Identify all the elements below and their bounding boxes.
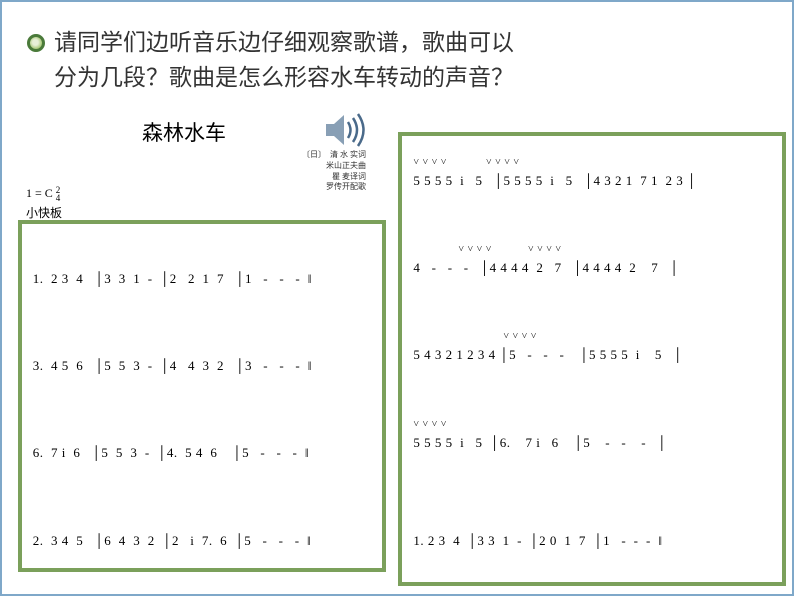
key-signature: 1 = C 2 4 xyxy=(26,186,60,202)
question-line1: 请同学们边听音乐边仔细观察歌谱，歌曲可以 xyxy=(54,30,514,55)
meta-line3: 瞿 麦译词 xyxy=(332,172,366,181)
meta-line1: 清 水 实词 xyxy=(330,150,366,159)
question-line2: 分为几段？歌曲是怎么形容水车转动的声音？ xyxy=(54,65,514,90)
score-panel-right: ˅ ˅ ˅ ˅ ˅ ˅ ˅ ˅ 5 5 5 5 i 5 │5 5 5 5 i 5… xyxy=(398,132,786,586)
staff-line: 5 4 3 2 1 2 3 4 │5 - - - │5 5 5 5 i 5 │ xyxy=(413,348,770,361)
staff-line: 3. 4 5 6 │5 5 3 - │4 4 3 2 │3 - - - ‖ xyxy=(33,359,371,372)
staff-line: 4 - - - │4 4 4 4 2 7 │4 4 4 4 2 7 │ xyxy=(413,261,770,274)
tempo-text: 小快板 xyxy=(26,204,62,221)
score-panel-left: 1. 2 3 4 │3 3 1 - │2 2 1 7 │1 - - - ‖ 3.… xyxy=(18,220,386,572)
staff-line: 1. 2 3 4 │3 3 1 - │2 0 1 7 │1 - - - ‖ xyxy=(413,534,770,547)
staff-line: 5 5 5 5 i 5 │6. 7 i 6 │5 - - - │ xyxy=(413,436,770,449)
speaker-icon[interactable] xyxy=(322,110,370,150)
score-title: 森林水车 xyxy=(142,117,226,147)
meta-line4: 罗传开配歌 xyxy=(326,182,366,191)
meta-line2: 米山正夫曲 xyxy=(326,161,366,170)
bullet-icon xyxy=(27,34,45,52)
question-text: 请同学们边听音乐边仔细观察歌谱，歌曲可以 分为几段？歌曲是怎么形容水车转动的声音… xyxy=(54,26,514,95)
accent-row: ˅ ˅ ˅ ˅ xyxy=(413,332,770,342)
time-bot: 4 xyxy=(56,193,61,203)
staff-line: 1. 2 3 4 │3 3 1 - │2 2 1 7 │1 - - - ‖ xyxy=(33,272,371,285)
time-signature: 2 4 xyxy=(56,186,61,202)
credits-block: 〔日〕 清 水 实词 米山正夫曲 瞿 麦译词 罗传开配歌 xyxy=(302,150,366,193)
accent-row: ˅ ˅ ˅ ˅ xyxy=(413,420,770,430)
accent-row: ˅ ˅ ˅ ˅ ˅ ˅ ˅ ˅ xyxy=(413,245,770,255)
accent-row: ˅ ˅ ˅ ˅ ˅ ˅ ˅ ˅ xyxy=(413,158,770,168)
meta-country: 〔日〕 xyxy=(302,150,326,159)
key-text: 1 = C xyxy=(26,186,53,200)
staff-line: 5 5 5 5 i 5 │5 5 5 5 i 5 │4 3 2 1 7 1 2 … xyxy=(413,174,770,187)
slide-frame: 请同学们边听音乐边仔细观察歌谱，歌曲可以 分为几段？歌曲是怎么形容水车转动的声音… xyxy=(0,0,794,596)
staff-line: 6. 7 i 6 │5 5 3 - │4. 5 4 6 │5 - - - ‖ xyxy=(33,446,371,459)
staff-line: 2. 3 4 5 │6 4 3 2 │2 i 7. 6 │5 - - - ‖ xyxy=(33,534,371,547)
